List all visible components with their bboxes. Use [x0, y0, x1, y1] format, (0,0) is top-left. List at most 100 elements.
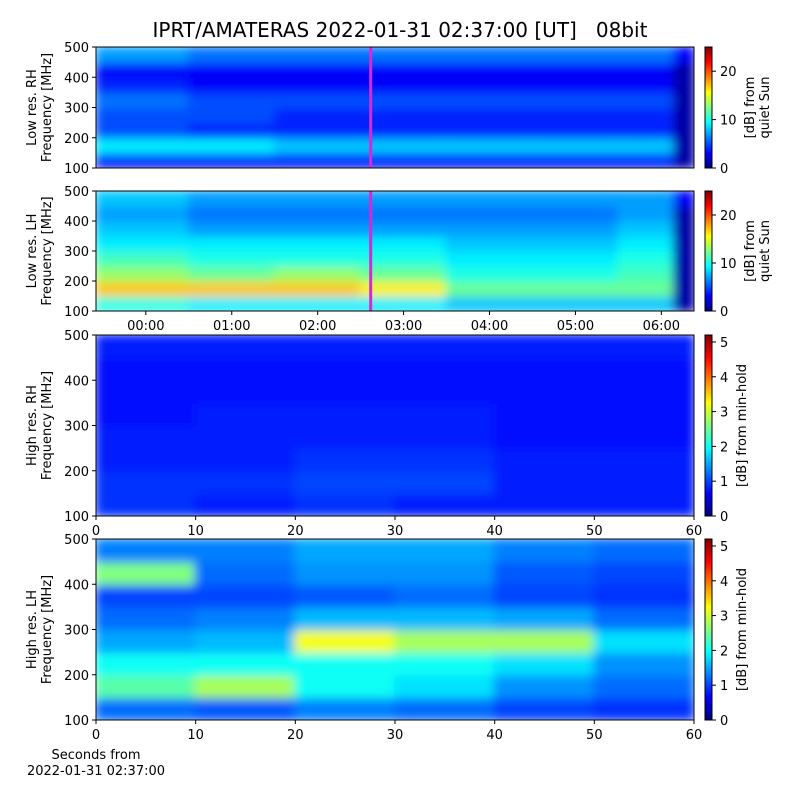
heatmap-cell — [394, 673, 496, 699]
heatmap-cell — [493, 424, 596, 450]
heatmap-cell — [273, 205, 362, 222]
colorbar-label: [dB] from min-hold — [735, 364, 750, 487]
heatmap-cell — [273, 61, 362, 79]
heatmap-cell — [194, 583, 297, 608]
heatmap-cell — [531, 61, 620, 79]
heatmap-cell — [593, 356, 694, 382]
heatmap-cell — [531, 220, 620, 237]
heatmap-cell — [445, 280, 534, 297]
heatmap-cell — [617, 280, 676, 297]
heatmap-cell — [531, 280, 620, 297]
heatmap-cell — [673, 91, 694, 109]
colorbar-tick-label: 0 — [720, 305, 728, 320]
heatmap-cell — [617, 121, 676, 139]
heatmap-cell — [673, 61, 694, 79]
colorbar-label: [dB] from — [743, 220, 758, 282]
colorbar-tick-label: 20 — [720, 209, 737, 224]
heatmap-cell — [617, 76, 676, 94]
colorbar-tick-label: 2 — [720, 644, 728, 659]
heatmap-cell — [593, 651, 694, 676]
y-axis-label: Frequency [MHz] — [40, 53, 55, 162]
heatmap-cell — [187, 295, 276, 311]
heatmap-cell — [445, 61, 534, 79]
heatmap-cell — [96, 280, 190, 297]
heatmap-cell — [273, 136, 362, 154]
heatmap-cell — [531, 205, 620, 222]
y-tick-label: 500 — [64, 329, 89, 344]
heatmap-cell — [187, 91, 276, 109]
heatmap-cell — [359, 191, 448, 207]
heatmap-cell — [593, 673, 694, 699]
heatmap-cell — [617, 47, 676, 64]
heatmap-cell — [187, 191, 276, 207]
heatmap-cell — [96, 583, 197, 608]
heatmap-cell — [673, 235, 694, 252]
heatmap-cell — [445, 136, 534, 154]
heatmap-cell — [194, 492, 297, 516]
heatmap-cell — [359, 61, 448, 79]
heatmap-cell — [445, 220, 534, 237]
heatmap-cell — [187, 106, 276, 124]
heatmap-cell — [593, 401, 694, 427]
heatmap-cell — [187, 235, 276, 252]
heatmap-cell — [493, 628, 596, 654]
heatmap-cell — [96, 628, 197, 654]
x-tick-label: 60 — [686, 524, 703, 539]
heatmap-cell — [673, 265, 694, 282]
heatmap-cell — [194, 696, 297, 720]
y-tick-label: 500 — [64, 41, 89, 56]
heatmap-cell — [194, 605, 297, 631]
y-tick-label: 100 — [64, 305, 89, 320]
heatmap-cell — [617, 235, 676, 252]
heatmap-cell — [273, 280, 362, 297]
heatmap-cell — [187, 220, 276, 237]
y-tick-label: 400 — [64, 71, 89, 86]
heatmap-cell — [273, 91, 362, 109]
heatmap-cell — [96, 47, 190, 64]
x-tick-label: 40 — [486, 524, 503, 539]
heatmap-cell — [96, 136, 190, 154]
heatmap-cell — [394, 492, 496, 516]
heatmap-cell — [273, 151, 362, 168]
heatmap — [96, 191, 694, 311]
heatmap-cell — [394, 651, 496, 676]
heatmap-cell — [493, 492, 596, 516]
heatmap-cell — [531, 76, 620, 94]
heatmap-cell — [493, 651, 596, 676]
heatmap-cell — [294, 539, 396, 563]
heatmap-cell — [673, 280, 694, 297]
heatmap-cell — [359, 235, 448, 252]
colorbar-tick-label: 5 — [720, 540, 728, 555]
y-axis-label: Low res. LH — [25, 214, 40, 289]
heatmap-cell — [593, 583, 694, 608]
heatmap-cell — [593, 605, 694, 631]
heatmap-cell — [96, 356, 197, 382]
heatmap-cell — [359, 265, 448, 282]
colorbar — [704, 46, 713, 169]
heatmap-cell — [531, 91, 620, 109]
heatmap-cell — [187, 205, 276, 222]
heatmap-cell — [96, 191, 190, 207]
heatmap-cell — [96, 469, 197, 495]
heatmap-cell — [394, 560, 496, 586]
heatmap-cell — [96, 424, 197, 450]
heatmap-cell — [294, 356, 396, 382]
heatmap-cell — [673, 151, 694, 168]
heatmap-cell — [493, 469, 596, 495]
heatmap-cell — [96, 560, 197, 586]
colorbar-label: [dB] from — [743, 77, 758, 139]
heatmap-cell — [593, 469, 694, 495]
heatmap-cell — [294, 424, 396, 450]
heatmap-cell — [673, 121, 694, 139]
x-tick-label: 06:00 — [643, 319, 680, 334]
colorbar-label: quiet Sun — [758, 220, 773, 282]
heatmap-cell — [593, 379, 694, 404]
heatmap-cell — [673, 47, 694, 64]
y-tick-label: 300 — [64, 245, 89, 260]
heatmap-cell — [96, 447, 197, 472]
colorbar-tick-label: 5 — [720, 336, 728, 351]
heatmap-cell — [294, 492, 396, 516]
heatmap-cell — [194, 651, 297, 676]
x-axis-label: Seconds from — [51, 748, 140, 763]
heatmap-cell — [445, 235, 534, 252]
